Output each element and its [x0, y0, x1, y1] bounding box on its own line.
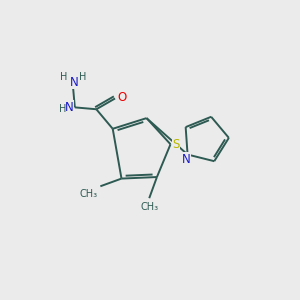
Text: O: O	[117, 92, 126, 104]
Text: CH₃: CH₃	[140, 202, 158, 212]
Text: H: H	[79, 72, 86, 82]
Text: N: N	[182, 152, 190, 166]
Text: CH₃: CH₃	[80, 189, 98, 199]
Text: H: H	[60, 72, 67, 82]
Text: N: N	[70, 76, 79, 89]
Text: N: N	[64, 101, 73, 114]
Text: H: H	[58, 104, 66, 114]
Text: S: S	[172, 138, 180, 151]
